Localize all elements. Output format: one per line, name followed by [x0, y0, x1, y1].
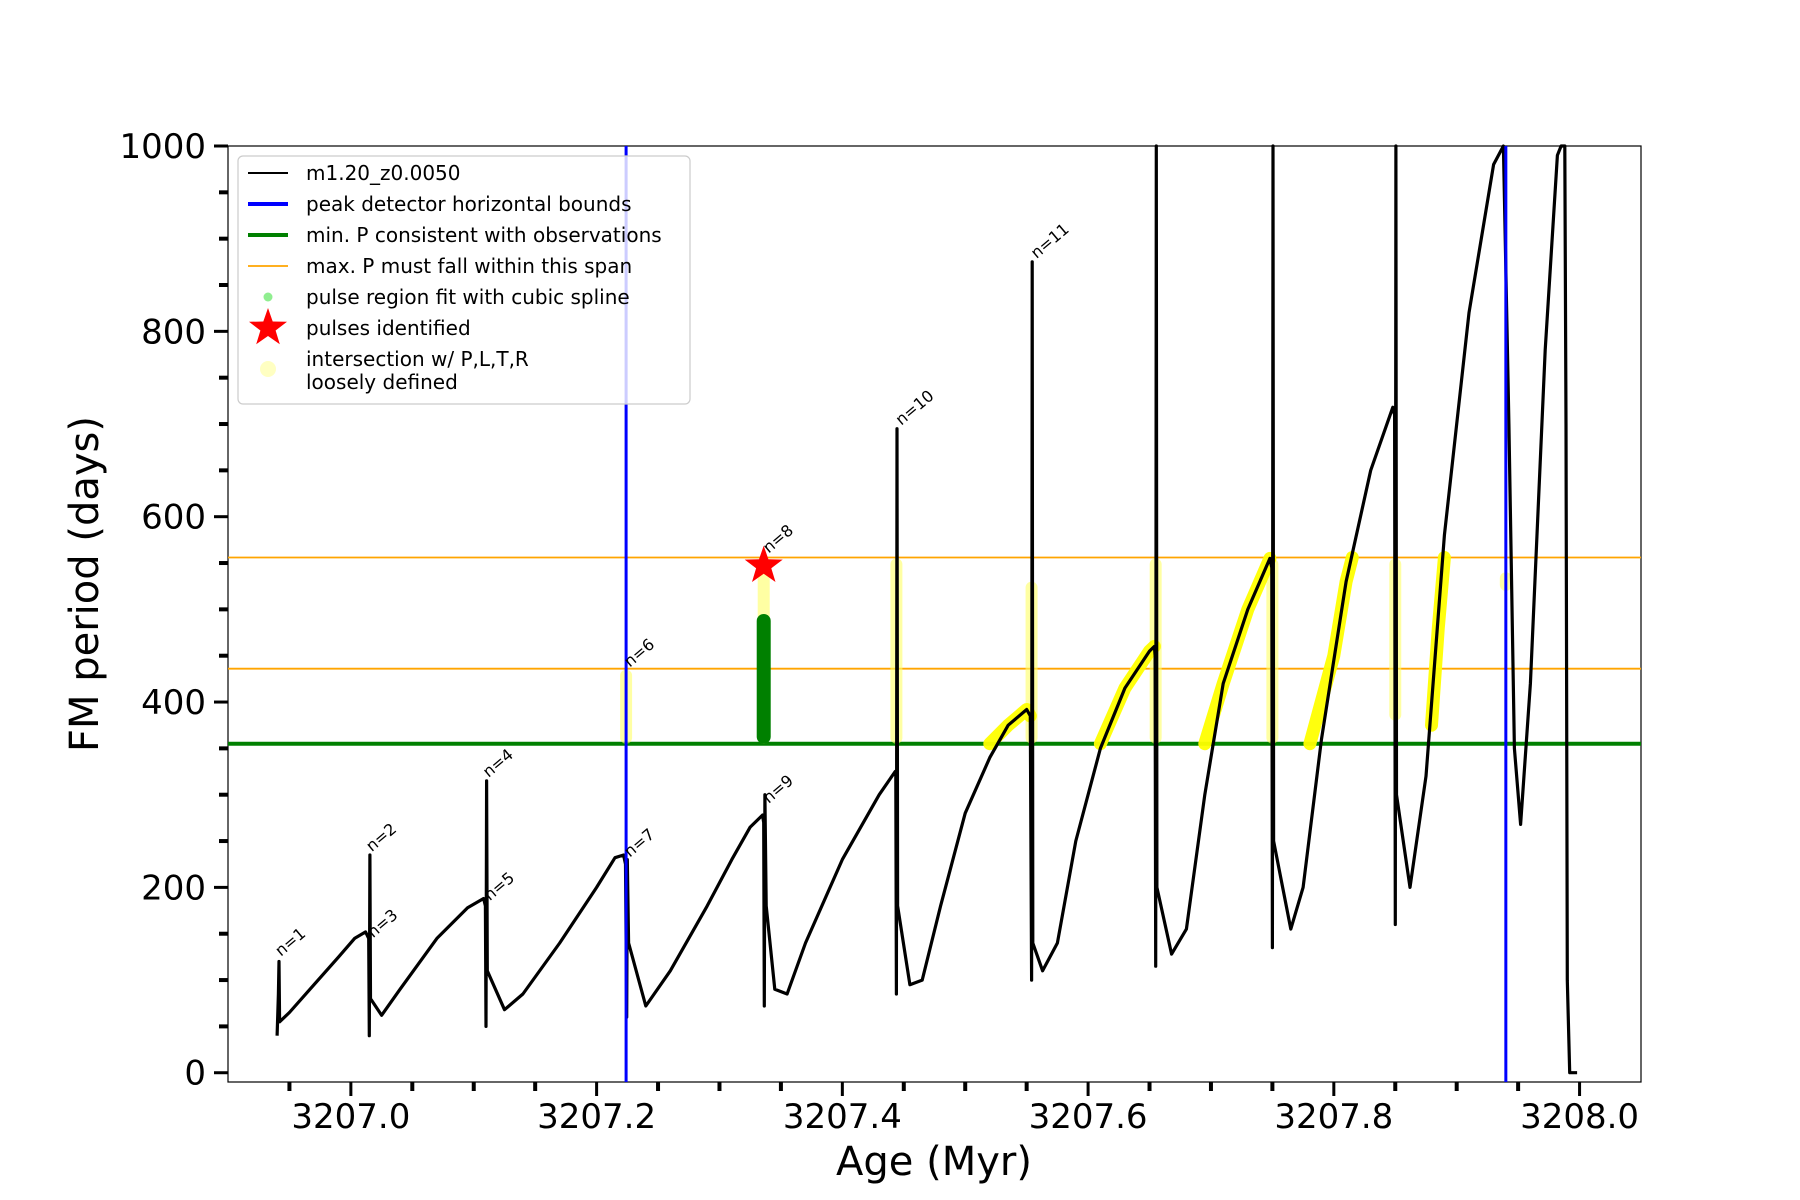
spline-fit [756, 614, 771, 744]
y-tick-label-3: 600 [141, 498, 206, 538]
y-tick-label-5: 1000 [119, 127, 206, 167]
x-tick-label-3: 3207.6 [1029, 1097, 1148, 1137]
y-axis: 0 200 400 600 800 1000 [119, 127, 228, 1094]
x-axis: 3207.0 3207.2 3207.4 3207.6 3207.8 3208.0 [287, 1082, 1639, 1137]
y-tick-label-1: 200 [141, 868, 206, 908]
series-group [275, 144, 1578, 1075]
pulse-star [744, 545, 783, 582]
legend-label-2: min. P consistent with observations [306, 223, 662, 247]
spline-fit-band [756, 614, 771, 744]
legend-swatch-6 [260, 361, 276, 377]
x-tick-label-2: 3207.4 [783, 1097, 902, 1137]
legend-label-1: peak detector horizontal bounds [306, 192, 632, 216]
x-tick-label-4: 3207.8 [1274, 1097, 1393, 1137]
horizontal-lines [228, 556, 1641, 746]
y-tick-label-2: 400 [141, 683, 206, 723]
y-tick-label-0: 0 [184, 1054, 206, 1094]
legend-label-0: m1.20_z0.0050 [306, 161, 461, 185]
x-axis-label: Age (Myr) [836, 1139, 1032, 1185]
x-tick-label-0: 3207.0 [291, 1097, 410, 1137]
legend-label-6-line2: loosely defined [306, 370, 458, 394]
y-axis-label: FM period (days) [62, 416, 108, 752]
x-tick-label-1: 3207.2 [537, 1097, 656, 1137]
legend-box [237, 155, 691, 405]
legend-label-6: intersection w/ P,L,T,R [306, 347, 529, 371]
x-tick-label-5: 3208.0 [1520, 1097, 1639, 1137]
legend-label-4: pulse region fit with cubic spline [306, 285, 630, 309]
y-tick-label-4: 800 [141, 312, 206, 352]
legend-label-5: pulses identified [306, 316, 471, 340]
legend-swatch-4 [263, 292, 273, 302]
legend-swatch-5 [249, 308, 287, 345]
pulse-marker-group [744, 545, 783, 582]
legend-label-3: max. P must fall within this span [306, 254, 632, 278]
series-line-0 [275, 144, 1578, 1075]
